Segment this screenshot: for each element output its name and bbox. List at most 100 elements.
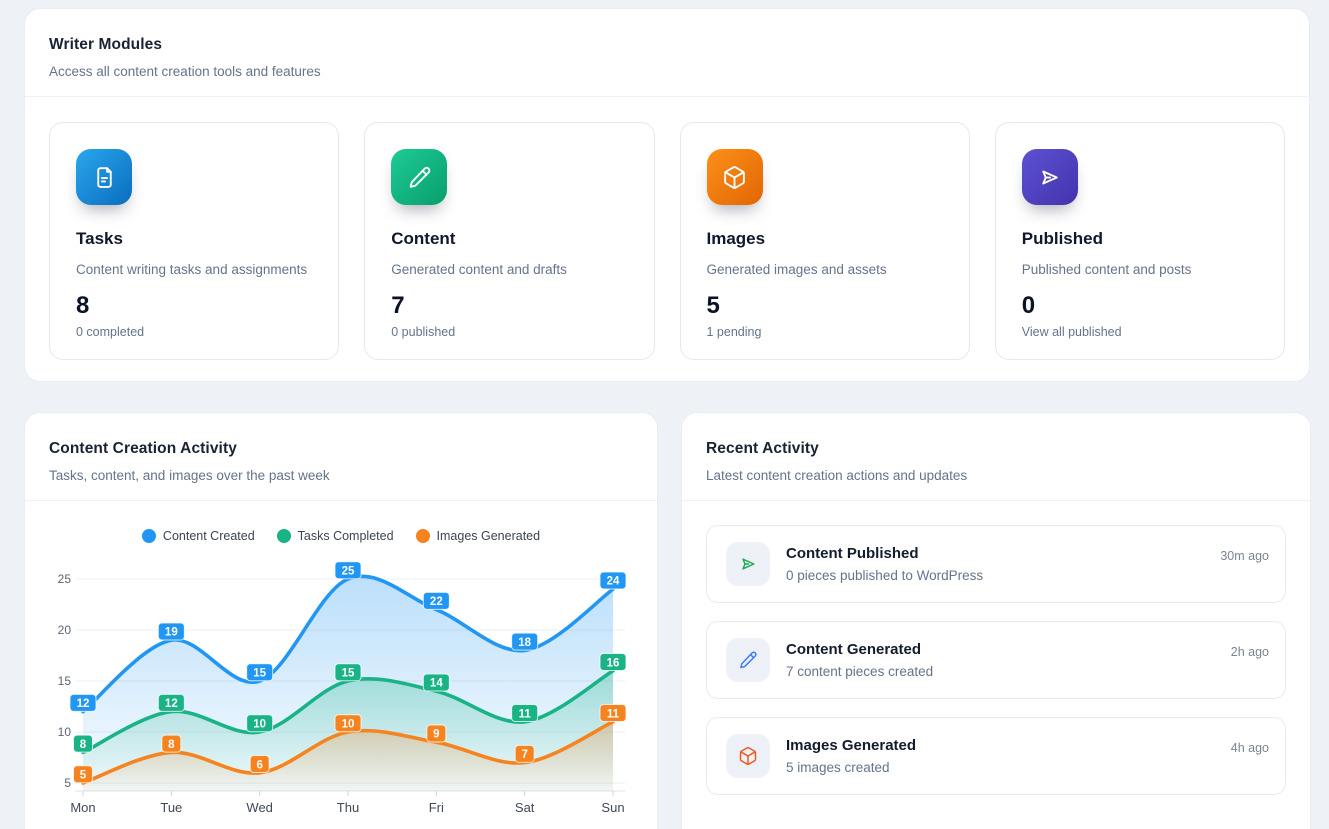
chart-panel-subtitle: Tasks, content, and images over the past… [49,468,330,483]
module-card-count: 5 [706,292,720,319]
module-card-description: Generated images and assets [706,262,887,277]
activity-text: Content Generated 7 content pieces creat… [786,641,933,679]
legend-dot-icon [415,529,430,543]
chart-canvas: 5 10 15 20 25 Mon Tue Wed Thu Fri Sat Sun 12 19 15 25 22… [58,561,627,815]
recent-activity-panel: Recent Activity Latest content creation … [681,412,1311,829]
svg-text:Mon: Mon [70,800,95,815]
chart-legend: Content Created Tasks Completed Images Gen… [25,529,657,543]
module-card-description: Generated content and drafts [391,262,567,277]
module-card-title: Content [391,229,456,248]
module-card-title: Tasks [76,229,123,248]
recent-activity-title: Recent Activity [706,440,819,457]
svg-text:9: 9 [433,729,439,741]
svg-text:11: 11 [519,708,532,720]
svg-text:16: 16 [607,657,620,669]
svg-text:11: 11 [607,708,620,720]
module-card-images[interactable]: Images Generated images and assets 5 1 p… [679,122,970,360]
content-creation-activity-panel: Content Creation Activity Tasks, content… [24,412,658,829]
activity-item-content-published[interactable]: Content Published 0 pieces published to … [706,525,1286,603]
activity-description: 5 images created [786,760,890,775]
page-title: Writer Modules [49,36,163,53]
module-card-title: Images [706,229,766,248]
activity-description: 7 content pieces created [786,664,934,679]
module-card-sublabel: 0 completed [76,325,145,339]
recent-activity-header: Recent Activity Latest content creation … [682,413,1310,483]
chart-panel-header: Content Creation Activity Tasks, content… [25,413,657,483]
svg-text:8: 8 [80,739,87,751]
svg-text:15: 15 [58,674,72,688]
module-card-sublabel: 0 published [391,325,456,339]
send-icon [1021,149,1078,205]
svg-text:15: 15 [253,668,266,680]
legend-label: Tasks Completed [297,529,394,543]
svg-text:Wed: Wed [246,800,273,815]
activity-timestamp: 30m ago [1220,549,1269,563]
activity-title: Content Generated [786,641,922,658]
svg-text:Tue: Tue [160,800,182,815]
send-icon [726,542,770,586]
legend-item[interactable]: Tasks Completed [276,529,394,543]
svg-text:6: 6 [256,759,262,771]
module-card-count: 7 [391,292,405,319]
svg-text:25: 25 [342,566,355,578]
module-card-sublabel: View all published [1021,325,1122,339]
svg-text:14: 14 [430,678,443,690]
legend-dot-icon [141,529,156,543]
header-divider [682,500,1310,501]
legend-label: Content Created [162,529,255,543]
activity-item-content-generated[interactable]: Content Generated 7 content pieces creat… [706,621,1286,699]
module-card-content[interactable]: Content Generated content and drafts 7 0… [364,122,655,360]
pencil-icon [391,149,448,205]
activity-text: Images Generated 5 images created [786,737,916,775]
svg-text:24: 24 [607,576,620,588]
svg-text:12: 12 [165,698,178,710]
svg-text:Fri: Fri [429,800,444,815]
svg-text:10: 10 [342,719,355,731]
legend-item[interactable]: Content Created [141,529,255,543]
legend-item[interactable]: Images Generated [415,529,541,543]
activity-item-images-generated[interactable]: Images Generated 5 images created 4h ago [706,717,1286,795]
svg-text:Sun: Sun [601,800,624,815]
writer-modules-panel: Writer Modules Access all content creati… [24,8,1310,382]
svg-text:Thu: Thu [337,800,359,815]
svg-text:25: 25 [58,572,72,586]
module-card-count: 8 [76,292,90,319]
svg-text:19: 19 [165,627,178,639]
module-card-sublabel: 1 pending [706,325,762,339]
svg-text:20: 20 [58,623,72,637]
activity-text: Content Published 0 pieces published to … [786,545,983,583]
legend-dot-icon [276,529,291,543]
module-card-description: Content writing tasks and assignments [76,262,308,277]
activity-list: Content Published 0 pieces published to … [682,501,1310,829]
svg-text:10: 10 [58,725,72,739]
module-cards-row: Tasks Content writing tasks and assignme… [25,97,1309,385]
activity-title: Images Generated [786,737,917,754]
legend-label: Images Generated [436,529,541,543]
svg-text:Sat: Sat [515,800,535,815]
svg-text:22: 22 [430,596,443,608]
chart-panel-title: Content Creation Activity [49,440,237,457]
svg-text:10: 10 [253,719,266,731]
activity-title: Content Published [786,545,919,562]
cube-icon [706,149,763,205]
svg-text:8: 8 [168,739,175,751]
module-card-count: 0 [1021,292,1036,319]
svg-text:18: 18 [518,637,531,649]
module-card-published[interactable]: Published Published content and posts 0 … [994,122,1285,360]
svg-text:12: 12 [77,698,90,710]
pencil-icon [726,638,770,682]
cube-icon [726,734,770,778]
recent-activity-subtitle: Latest content creation actions and upda… [706,468,968,483]
svg-text:15: 15 [342,668,355,680]
module-card-title: Published [1021,229,1103,248]
activity-description: 0 pieces published to WordPress [786,568,984,583]
svg-text:7: 7 [521,749,527,761]
module-card-tasks[interactable]: Tasks Content writing tasks and assignme… [49,122,340,360]
page-subtitle: Access all content creation tools and fe… [49,64,321,79]
svg-text:5: 5 [64,776,71,790]
module-card-description: Published content and posts [1021,262,1192,277]
activity-timestamp: 2h ago [1230,645,1269,659]
activity-line-chart: 5 10 15 20 25 Mon Tue Wed Thu Fri Sat Sun 12 19 15 25 22… [25,501,657,829]
header-divider [25,500,657,501]
document-icon [76,149,132,205]
